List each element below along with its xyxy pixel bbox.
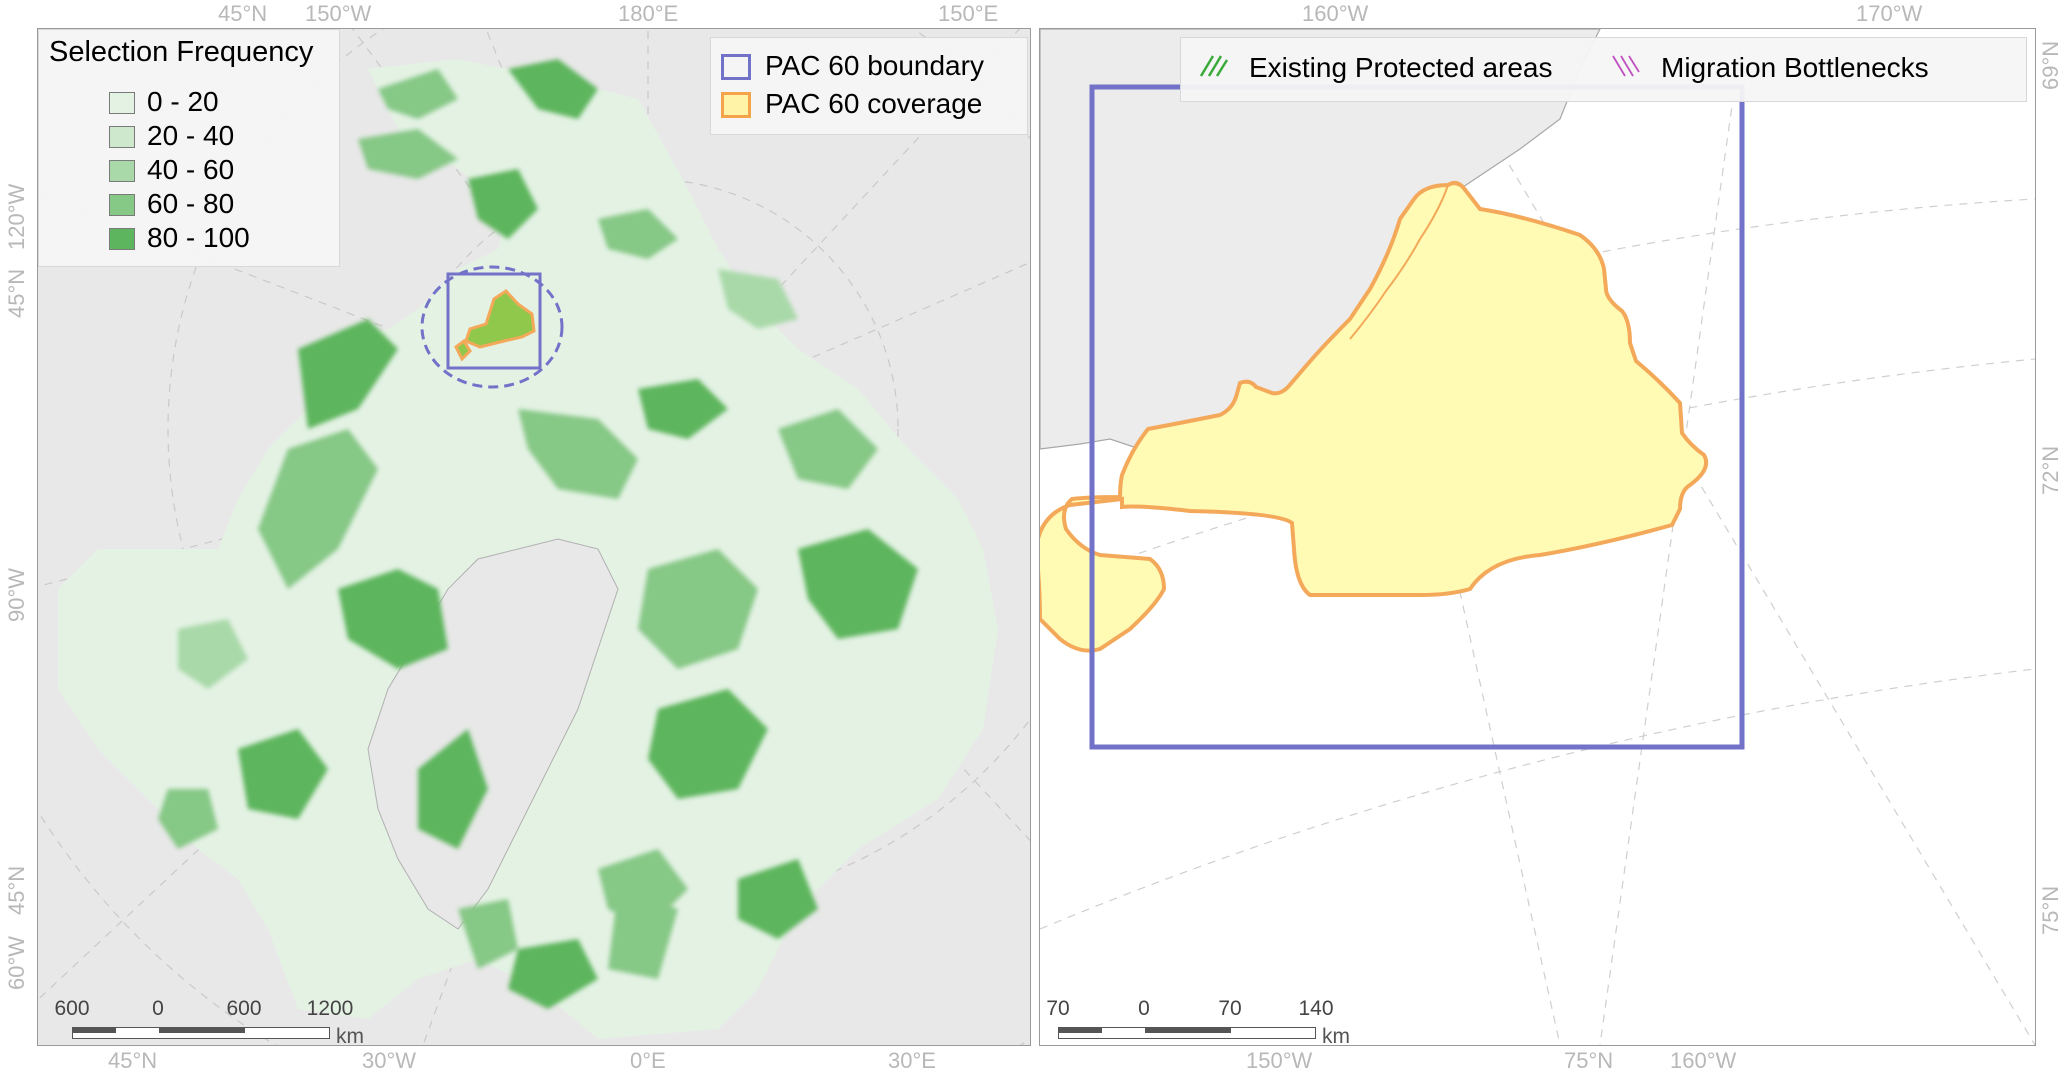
left-side-label-2: 45°N (4, 268, 29, 318)
boundary-swatch (721, 54, 751, 80)
left-bottom-label-4: 30°E (888, 1048, 936, 1073)
legend-label: 0 - 20 (147, 86, 219, 117)
coverage-swatch (721, 92, 751, 118)
scale-bar (1058, 1027, 1316, 1039)
selection-high-patches (158, 59, 918, 1009)
legend-swatch (109, 160, 135, 182)
left-map-canvas (38, 29, 1030, 1045)
scale-tick: 70 (1046, 997, 1070, 1020)
left-bottom-label-3: 0°E (630, 1048, 666, 1073)
left-side-label-1: 120°W (4, 183, 29, 250)
scale-bar (72, 1027, 330, 1039)
scale-unit: km (336, 1025, 364, 1046)
scale-unit: km (1322, 1025, 1350, 1046)
right-side-label-1: 69°N (2038, 40, 2063, 90)
legend-swatch (109, 228, 135, 250)
pac60-coverage-label: PAC 60 coverage (765, 88, 983, 119)
right-scale-bar: 70 0 70 140 km (1044, 997, 1350, 1045)
pac60-legend: PAC 60 boundary PAC 60 coverage (710, 37, 1028, 135)
left-top-label-4: 150°E (938, 1, 999, 26)
left-top-label-1: 45°N (218, 1, 268, 26)
scale-tick: 140 (1298, 997, 1334, 1020)
right-map-panel[interactable]: Existing Protected areas Migration Bottl… (1039, 28, 2036, 1046)
left-top-label-2: 150°W (305, 1, 372, 26)
legend-label: 60 - 80 (147, 188, 235, 219)
existing-protected-areas-label: Existing Protected areas (1249, 52, 1553, 83)
legend-label: 40 - 60 (147, 154, 235, 185)
left-side-label-4: 45°N (4, 865, 29, 915)
magenta-hatch-icon (1612, 55, 1640, 77)
left-side-label-3: 90°W (4, 567, 29, 622)
pac60-coverage-area (1040, 181, 1709, 653)
right-bottom-label-1: 150°W (1246, 1048, 1313, 1073)
scale-tick: 70 (1218, 997, 1242, 1020)
right-bottom-label-2: 75°N (1564, 1048, 1614, 1073)
scale-tick: 0 (152, 997, 164, 1020)
scale-tick: 600 (54, 997, 90, 1020)
legend-swatch (109, 194, 135, 216)
legend-label: 80 - 100 (147, 222, 250, 253)
left-scale-bar: 600 0 600 1200 km (52, 997, 364, 1045)
left-side-label-5: 60°W (4, 935, 29, 990)
scale-tick: 0 (1138, 997, 1150, 1020)
left-top-label-3: 180°E (618, 1, 679, 26)
legend-swatch (109, 92, 135, 114)
left-bottom-label-2: 30°W (362, 1048, 417, 1073)
layers-legend: Existing Protected areas Migration Bottl… (1180, 37, 2027, 102)
left-bottom-label-1: 45°N (108, 1048, 158, 1073)
scale-tick: 600 (226, 997, 262, 1020)
migration-bottlenecks-label: Migration Bottlenecks (1661, 52, 1929, 83)
legend-label: 20 - 40 (147, 120, 235, 151)
right-top-label-1: 160°W (1302, 1, 1369, 26)
legend-title: Selection Frequency (49, 36, 314, 68)
selection-frequency-legend: Selection Frequency 0 - 20 20 - 40 40 - … (38, 29, 340, 267)
right-side-label-3: 75°N (2038, 885, 2063, 935)
left-map-panel[interactable]: Selection Frequency 0 - 20 20 - 40 40 - … (37, 28, 1031, 1046)
right-top-label-2: 170°W (1856, 1, 1923, 26)
legend-swatch (109, 126, 135, 148)
right-side-label-2: 72°N (2038, 445, 2063, 495)
right-map-canvas (1040, 29, 2035, 1045)
coastline-detail (1349, 184, 1449, 340)
right-bottom-label-3: 160°W (1670, 1048, 1737, 1073)
green-hatch-icon (1199, 55, 1229, 77)
pac60-boundary-label: PAC 60 boundary (765, 50, 984, 81)
pac60-inset-marker (420, 265, 564, 389)
scale-tick: 1200 (306, 997, 354, 1020)
